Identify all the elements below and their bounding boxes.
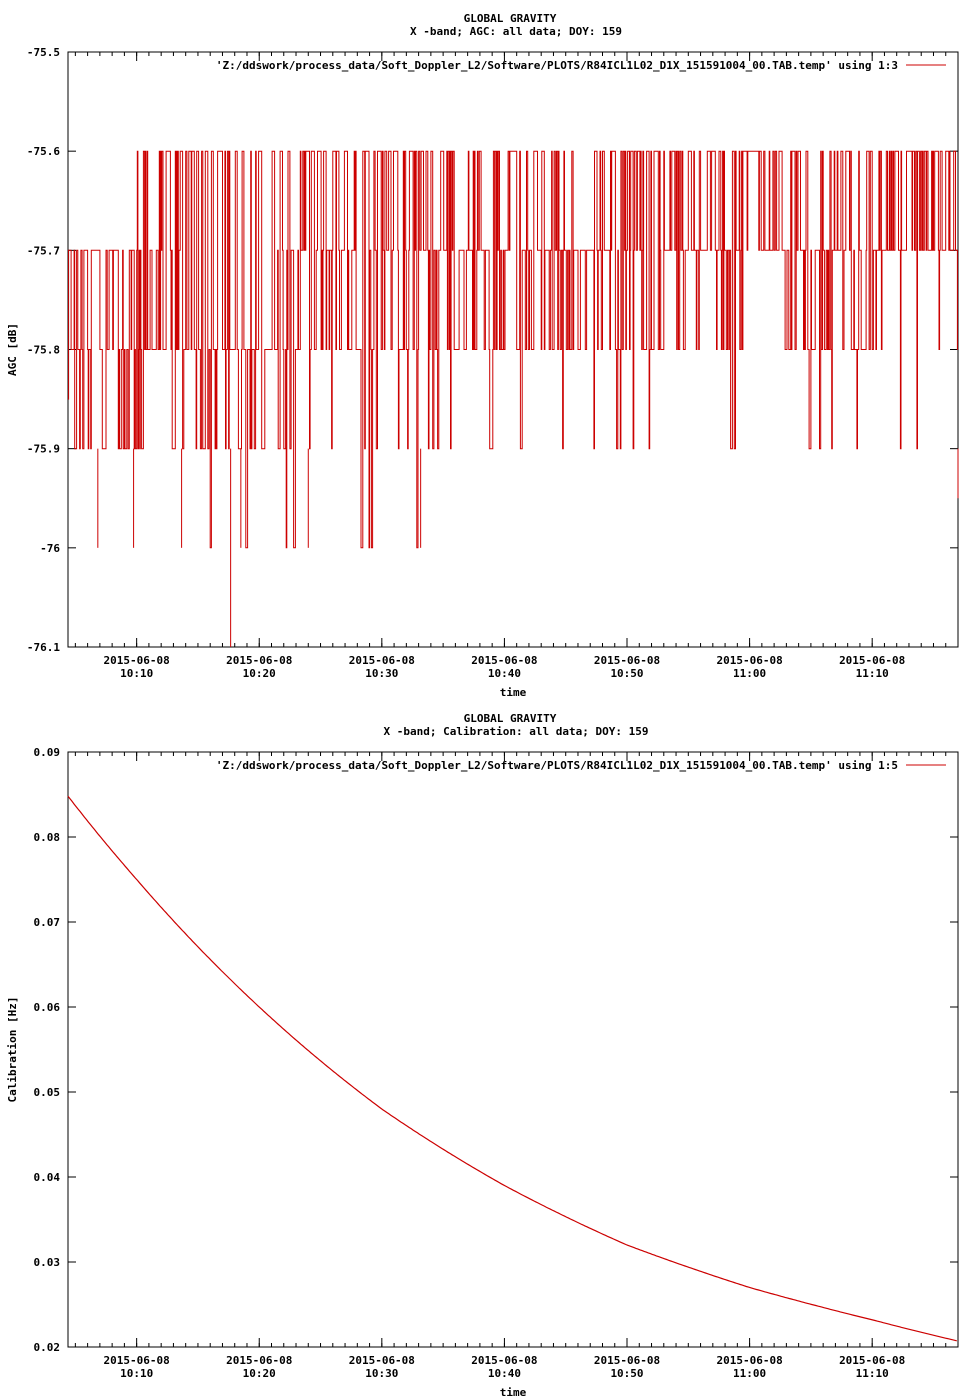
x-tick-time-label: 11:00	[733, 667, 766, 680]
x-tick-date-label: 2015-06-08	[471, 1354, 537, 1367]
y-axis-label: Calibration [Hz]	[6, 997, 19, 1103]
series-line	[67, 795, 957, 1342]
y-tick-label: -75.7	[27, 244, 60, 257]
x-tick-date-label: 2015-06-08	[839, 654, 905, 667]
y-tick-label: 0.09	[34, 746, 61, 759]
y-tick-label: -75.6	[27, 145, 60, 158]
x-tick-time-label: 10:30	[365, 1367, 398, 1380]
y-tick-label: 0.04	[34, 1171, 61, 1184]
x-axis-label: time	[500, 686, 527, 699]
x-tick-date-label: 2015-06-08	[839, 1354, 905, 1367]
y-tick-label: 0.05	[34, 1086, 61, 1099]
x-tick-date-label: 2015-06-08	[104, 1354, 170, 1367]
x-tick-date-label: 2015-06-08	[594, 654, 660, 667]
chart-title: GLOBAL GRAVITY	[464, 12, 557, 25]
x-tick-date-label: 2015-06-08	[104, 654, 170, 667]
x-tick-date-label: 2015-06-08	[349, 654, 415, 667]
y-tick-label: -75.9	[27, 443, 60, 456]
x-axis-label: time	[500, 1386, 527, 1399]
plot-frame	[67, 751, 959, 1348]
x-tick-time-label: 11:10	[856, 1367, 889, 1380]
x-tick-date-label: 2015-06-08	[716, 1354, 782, 1367]
x-tick-time-label: 10:40	[488, 667, 521, 680]
x-tick-time-label: 11:00	[733, 1367, 766, 1380]
x-tick-time-label: 10:10	[120, 667, 153, 680]
x-tick-time-label: 10:40	[488, 1367, 521, 1380]
x-tick-date-label: 2015-06-08	[349, 1354, 415, 1367]
x-tick-time-label: 10:20	[243, 1367, 276, 1380]
x-tick-time-label: 10:50	[610, 667, 643, 680]
y-tick-label: 0.08	[34, 831, 61, 844]
x-tick-date-label: 2015-06-08	[471, 654, 537, 667]
series-line	[68, 150, 958, 549]
chart-subtitle: X -band; AGC: all data; DOY: 159	[410, 25, 622, 38]
x-tick-time-label: 10:10	[120, 1367, 153, 1380]
x-tick-time-label: 10:30	[365, 667, 398, 680]
x-tick-time-label: 10:50	[610, 1367, 643, 1380]
y-tick-label: -75.5	[27, 46, 60, 59]
y-tick-label: -75.8	[27, 344, 60, 357]
y-tick-label: 0.06	[34, 1001, 61, 1014]
chart-subtitle: X -band; Calibration: all data; DOY: 159	[384, 725, 649, 738]
legend-label: 'Z:/ddswork/process_data/Soft_Doppler_L2…	[216, 759, 898, 772]
x-tick-time-label: 10:20	[243, 667, 276, 680]
x-tick-date-label: 2015-06-08	[226, 654, 292, 667]
x-tick-time-label: 11:10	[856, 667, 889, 680]
y-axis-label: AGC [dB]	[6, 323, 19, 376]
chart-title: GLOBAL GRAVITY	[464, 712, 557, 725]
y-tick-label: -76	[40, 542, 60, 555]
x-tick-date-label: 2015-06-08	[594, 1354, 660, 1367]
x-tick-date-label: 2015-06-08	[716, 654, 782, 667]
y-tick-label: 0.03	[34, 1256, 61, 1269]
y-tick-label: 0.07	[34, 916, 61, 929]
x-tick-date-label: 2015-06-08	[226, 1354, 292, 1367]
y-tick-label: -76.1	[27, 641, 60, 654]
y-tick-label: 0.02	[34, 1341, 61, 1354]
legend-label: 'Z:/ddswork/process_data/Soft_Doppler_L2…	[216, 59, 898, 72]
